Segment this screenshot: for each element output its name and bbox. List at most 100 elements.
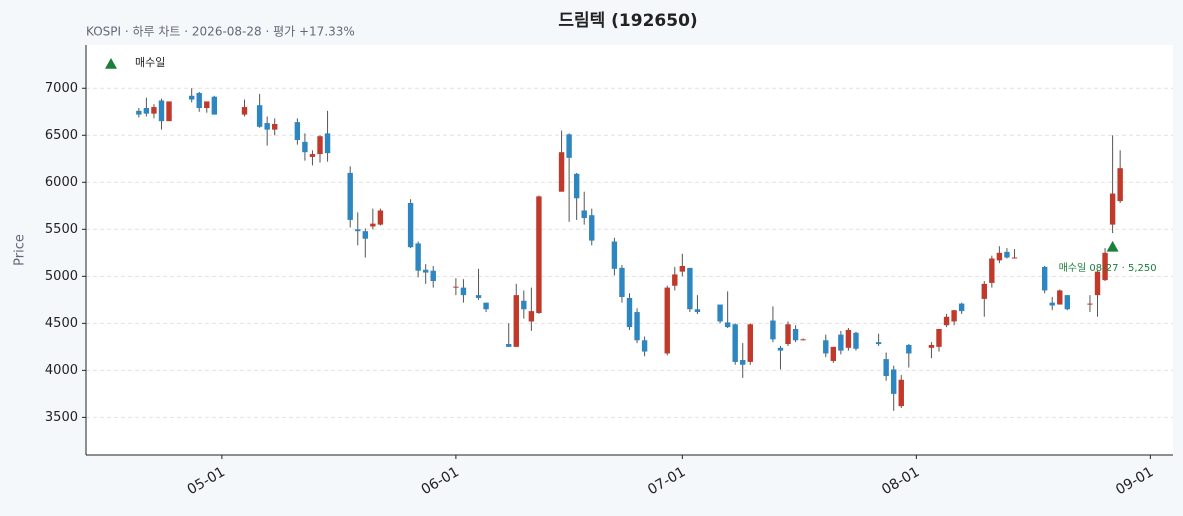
y-tick-label: 4000 bbox=[45, 363, 78, 378]
chart-subtitle: KOSPI · 하루 차트 · 2026-08-28 · 평가 +17.33% bbox=[86, 25, 355, 39]
candle-body bbox=[566, 134, 572, 158]
candle-body bbox=[528, 311, 535, 322]
candle-body bbox=[943, 316, 950, 326]
candle-body bbox=[430, 270, 436, 282]
candle-body bbox=[838, 334, 844, 351]
candle-body bbox=[740, 360, 746, 365]
candle-body bbox=[785, 324, 791, 345]
candle-body bbox=[1004, 251, 1010, 258]
legend-label: 매수일 bbox=[135, 55, 165, 69]
candle-body bbox=[611, 241, 618, 269]
candle-body bbox=[679, 265, 686, 272]
candle-body bbox=[558, 152, 565, 192]
y-tick-label: 5500 bbox=[45, 222, 78, 237]
candle-body bbox=[717, 304, 723, 322]
candle-body bbox=[875, 342, 882, 345]
candle-body bbox=[996, 252, 1003, 261]
x-tick-label: 05-01 bbox=[185, 464, 228, 498]
candle-body bbox=[770, 320, 776, 340]
y-tick-label: 3500 bbox=[45, 410, 78, 425]
candle-body bbox=[1057, 290, 1063, 305]
candle-body bbox=[151, 107, 157, 114]
candle-body bbox=[845, 329, 852, 348]
candle-body bbox=[1094, 271, 1101, 296]
candle-body bbox=[264, 123, 270, 130]
candle-body bbox=[958, 303, 965, 312]
candle-body bbox=[1102, 252, 1108, 281]
legend-marker bbox=[105, 58, 117, 69]
y-axis-label: Price bbox=[13, 234, 28, 266]
candle-body bbox=[377, 210, 384, 225]
candle-body bbox=[362, 231, 368, 239]
candle-body bbox=[573, 173, 580, 199]
candle-body bbox=[347, 172, 353, 220]
plot-area bbox=[86, 45, 1173, 455]
candle-body bbox=[407, 202, 414, 248]
candle-body bbox=[241, 107, 248, 115]
candle-body bbox=[324, 133, 331, 154]
candle-body bbox=[981, 283, 987, 299]
candle-body bbox=[687, 267, 693, 310]
candle-body bbox=[521, 300, 527, 310]
candle-body bbox=[460, 287, 467, 296]
candle-body bbox=[211, 96, 218, 115]
candle-body bbox=[951, 310, 957, 322]
candle-body bbox=[196, 92, 202, 109]
candle-body bbox=[370, 223, 376, 227]
y-tick-label: 4500 bbox=[45, 316, 78, 331]
candle-body bbox=[188, 95, 195, 100]
candle-body bbox=[906, 344, 912, 354]
candle-body bbox=[777, 347, 784, 351]
annotation: 매수일 08-27 · 5,250 bbox=[1059, 262, 1157, 274]
candle-body bbox=[309, 154, 316, 157]
candle-body bbox=[294, 122, 301, 140]
candle-body bbox=[672, 274, 678, 286]
y-tick-label: 5000 bbox=[45, 269, 78, 284]
candle-body bbox=[143, 108, 150, 114]
candle-body bbox=[355, 229, 361, 232]
candle-body bbox=[664, 287, 670, 354]
candle-body bbox=[1049, 302, 1055, 306]
candle-body bbox=[166, 101, 172, 122]
candle-body bbox=[626, 297, 633, 328]
y-tick-label: 6000 bbox=[45, 175, 78, 190]
candle-body bbox=[1087, 303, 1093, 305]
candle-body bbox=[1041, 266, 1048, 291]
candle-body bbox=[581, 210, 587, 219]
candle-body bbox=[317, 136, 323, 155]
candle-body bbox=[453, 286, 459, 288]
chart-title: 드림텍 (192650) bbox=[558, 11, 697, 31]
x-tick-label: 06-01 bbox=[419, 464, 462, 498]
candle-body bbox=[422, 269, 429, 273]
candle-body bbox=[883, 359, 889, 377]
candle-body bbox=[800, 339, 806, 341]
candle-body bbox=[1117, 168, 1123, 202]
candle-body bbox=[302, 141, 308, 153]
candle-body bbox=[732, 324, 738, 362]
candle-body bbox=[272, 123, 278, 130]
candle-body bbox=[891, 369, 897, 394]
candle-body bbox=[694, 309, 701, 313]
buy-marker bbox=[1106, 240, 1119, 252]
x-tick-label: 09-01 bbox=[1113, 464, 1156, 498]
candle-body bbox=[483, 302, 489, 310]
candle-body bbox=[634, 312, 640, 341]
candle-body bbox=[256, 105, 263, 127]
candle-body bbox=[898, 379, 904, 407]
candle-body bbox=[536, 196, 542, 314]
x-tick-label: 07-01 bbox=[645, 464, 688, 498]
candle-body bbox=[158, 100, 165, 122]
candle-body bbox=[619, 267, 625, 298]
candle-body bbox=[204, 101, 210, 109]
candle-body bbox=[1011, 257, 1018, 259]
candle-body bbox=[1109, 193, 1116, 225]
y-tick-label: 7000 bbox=[45, 81, 78, 96]
x-tick-label: 08-01 bbox=[879, 464, 922, 498]
candle-body bbox=[506, 344, 512, 347]
candle-body bbox=[475, 295, 482, 298]
candle-body bbox=[936, 328, 942, 347]
candle-body bbox=[136, 110, 142, 115]
candle-body bbox=[415, 243, 421, 271]
